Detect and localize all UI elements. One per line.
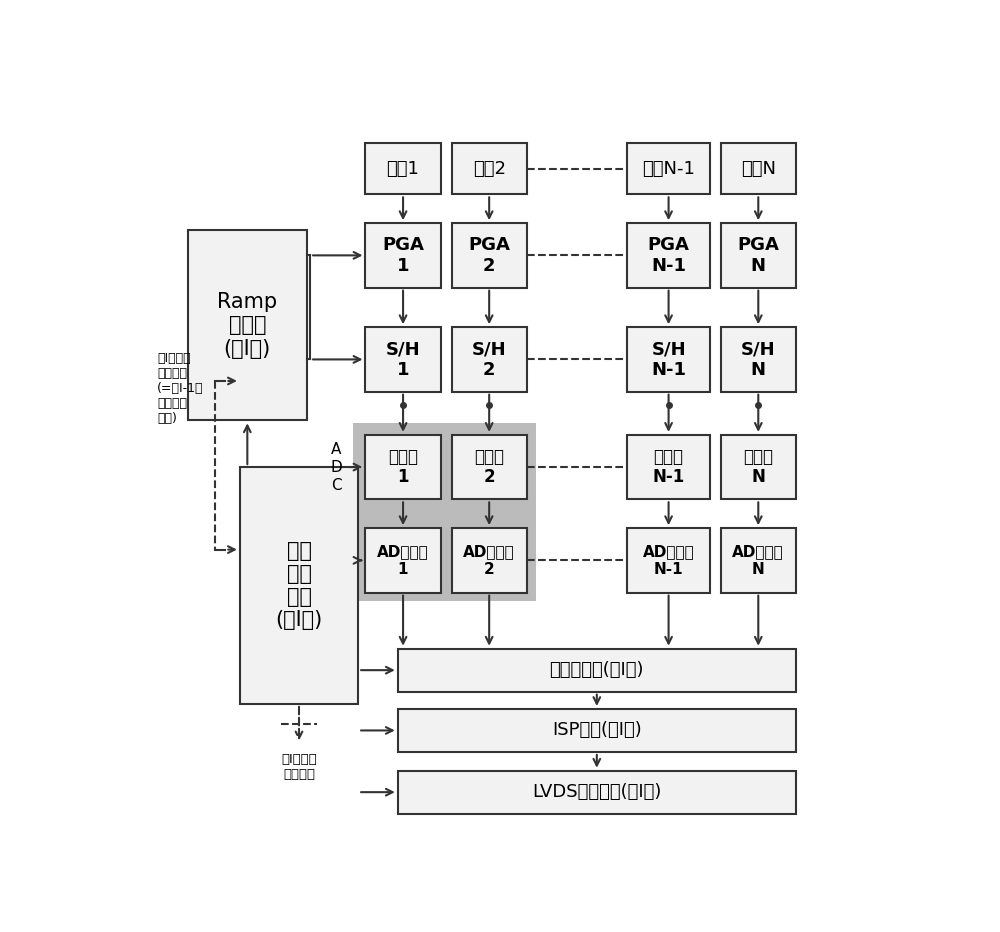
Text: 第I组缓冲
时序输出: 第I组缓冲 时序输出: [281, 753, 317, 781]
Text: 比较器
N: 比较器 N: [743, 447, 773, 487]
Text: 像細2: 像細2: [473, 159, 506, 177]
FancyBboxPatch shape: [721, 434, 796, 500]
Text: D: D: [330, 459, 342, 474]
FancyBboxPatch shape: [398, 771, 796, 814]
Text: PGA
N-1: PGA N-1: [648, 236, 690, 275]
FancyBboxPatch shape: [452, 327, 527, 391]
Text: AD计数器
N-1: AD计数器 N-1: [643, 544, 694, 577]
FancyBboxPatch shape: [627, 434, 710, 500]
FancyBboxPatch shape: [721, 528, 796, 593]
FancyBboxPatch shape: [365, 143, 441, 195]
FancyBboxPatch shape: [627, 528, 710, 593]
FancyBboxPatch shape: [365, 327, 441, 391]
Text: PGA
2: PGA 2: [468, 236, 510, 275]
Text: S/H
N: S/H N: [741, 340, 776, 378]
Text: AD计数器
2: AD计数器 2: [463, 544, 515, 577]
Text: AD计数器
1: AD计数器 1: [377, 544, 429, 577]
FancyBboxPatch shape: [365, 434, 441, 500]
FancyBboxPatch shape: [398, 649, 796, 692]
Text: S/H
N-1: S/H N-1: [651, 340, 686, 378]
FancyBboxPatch shape: [627, 143, 710, 195]
FancyBboxPatch shape: [627, 327, 710, 391]
FancyBboxPatch shape: [452, 223, 527, 288]
Text: 像細1: 像細1: [387, 159, 419, 177]
Text: ISP电路(第I组): ISP电路(第I组): [552, 721, 642, 739]
FancyBboxPatch shape: [721, 143, 796, 195]
Text: 像細N: 像細N: [741, 159, 776, 177]
Text: S/H
2: S/H 2: [472, 340, 506, 378]
Text: LVDS接口电路(第I组): LVDS接口电路(第I组): [532, 783, 662, 802]
Text: 像細N-1: 像細N-1: [642, 159, 695, 177]
FancyBboxPatch shape: [365, 223, 441, 288]
Text: C: C: [331, 477, 341, 492]
FancyBboxPatch shape: [452, 528, 527, 593]
Text: 比较器
N-1: 比较器 N-1: [652, 447, 685, 487]
Text: 第I组缓冲
时序输入
(=第I-1组
缓冲时序
输出): 第I组缓冲 时序输入 (=第I-1组 缓冲时序 输出): [157, 351, 204, 425]
FancyBboxPatch shape: [452, 434, 527, 500]
FancyBboxPatch shape: [365, 528, 441, 593]
Text: 列选通电路(第I组): 列选通电路(第I组): [550, 661, 644, 679]
Text: S/H
1: S/H 1: [386, 340, 420, 378]
Text: 比较器
2: 比较器 2: [474, 447, 504, 487]
FancyBboxPatch shape: [398, 709, 796, 752]
Text: 比较器
1: 比较器 1: [388, 447, 418, 487]
Text: A: A: [331, 442, 341, 457]
Text: AD计数器
N: AD计数器 N: [732, 544, 784, 577]
FancyBboxPatch shape: [188, 230, 307, 420]
Text: 列时
序缓
冲器
(第I组): 列时 序缓 冲器 (第I组): [275, 541, 323, 630]
FancyBboxPatch shape: [721, 327, 796, 391]
Text: PGA
1: PGA 1: [382, 236, 424, 275]
FancyBboxPatch shape: [627, 223, 710, 288]
Text: PGA
N: PGA N: [737, 236, 779, 275]
FancyBboxPatch shape: [721, 223, 796, 288]
Text: Ramp
发生器
(第I组): Ramp 发生器 (第I组): [217, 292, 277, 359]
FancyBboxPatch shape: [240, 467, 358, 704]
FancyBboxPatch shape: [452, 143, 527, 195]
FancyBboxPatch shape: [353, 423, 536, 601]
